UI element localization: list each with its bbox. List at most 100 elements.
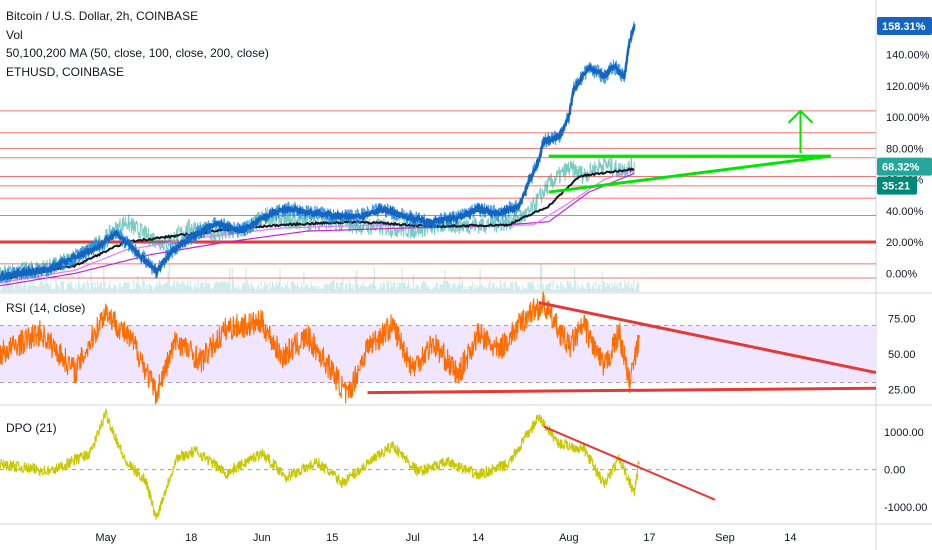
volume-bar [197,280,199,292]
price-pane [0,21,876,292]
volume-bar [436,283,438,292]
volume-bar [619,281,621,292]
volume-bar [151,285,153,292]
rsi-axis-tick-label: 75.00 [888,313,916,325]
volume-bar [412,274,414,292]
volume-bar [190,281,192,292]
volume-bar [460,284,462,292]
volume-bar [124,280,126,292]
dpo-title: DPO (21) [6,421,57,435]
volume-bar [196,288,198,292]
volume-bar [153,285,155,292]
volume-bar [519,289,521,292]
volume-bar [589,283,591,292]
price-axis-tick-label: 120.00% [886,81,930,93]
volume-bar [50,282,52,292]
volume-bar [422,280,425,292]
volume-bar [180,284,182,292]
volume-bar [158,280,160,292]
volume-bar [332,280,334,292]
volume-bar [263,286,265,292]
green-arrow-head [787,109,814,124]
eth-percent-badge-bg [877,17,932,36]
volume-bar [469,286,471,292]
volume-bar [171,286,173,292]
volume-bar [221,280,223,292]
volume-bar [249,288,251,292]
volume-bar [463,289,465,292]
volume-bar [94,281,96,292]
volume-bar [314,288,316,292]
volume-bar [37,286,39,292]
volume-bar [302,287,304,292]
time-axis-tick-label: 15 [326,532,338,544]
volume-bar [634,289,636,292]
volume-bar [36,286,38,292]
volume-bar [3,286,5,292]
volume-bar [201,281,203,292]
volume-bar [508,288,510,292]
eth-percent-badge-text: 158.31% [882,21,926,33]
volume-bar [288,287,290,292]
volume-bar [347,289,349,292]
volume-bar [85,289,87,292]
volume-bar [545,285,547,292]
volume-bar [22,285,24,292]
volume-bar [435,282,437,292]
time-axis-tick-label: 14 [784,532,796,544]
volume-bar [393,282,396,292]
volume-bar [633,280,635,292]
volume-bar [448,282,450,292]
volume-bar [370,284,372,292]
volume-bar [465,289,467,292]
volume-bar [466,289,469,292]
volume-bar [343,289,345,292]
volume-bar [278,281,280,292]
volume-bar [239,289,241,292]
volume-bar [624,280,626,292]
volume-bar [11,283,13,292]
volume-bar [322,288,324,292]
volume-bar [625,283,627,292]
green-trend-line [548,154,831,194]
volume-bar [266,283,268,292]
rsi-trend-line [367,386,877,395]
volume-bar [367,286,369,292]
volume-bar [185,286,187,292]
dpo-trend-line [543,425,716,501]
volume-bar [55,280,57,292]
volume-bar [144,288,146,292]
volume-bar [475,288,477,292]
volume-bar [297,282,299,292]
volume-bar [516,282,518,292]
volume-bar [399,282,401,292]
volume-bar [509,282,511,292]
volume-bar [375,286,377,292]
volume-bar [443,281,445,292]
volume-bar [60,281,62,292]
volume-bar [523,288,525,292]
volume-bar [502,288,504,292]
volume-bar [579,288,581,292]
volume-bar [298,286,300,292]
volume-bar [594,288,596,292]
volume-bar [52,289,55,292]
volume-bar [176,282,178,292]
volume-bar [514,280,516,292]
volume-bar [270,287,272,292]
volume-bar [531,281,533,292]
volume-bar [242,282,245,292]
volume-bar [607,284,610,292]
volume-bar [629,287,631,292]
volume-bar [533,286,535,292]
volume-bar [417,285,420,292]
volume-bar [534,289,537,292]
ma-200-line [0,172,635,287]
volume-bar [142,278,144,292]
volume-bar [493,282,495,292]
volume-bar [244,283,246,292]
volume-bar [356,270,358,292]
volume-bar [440,284,442,292]
volume-bar [148,283,150,292]
